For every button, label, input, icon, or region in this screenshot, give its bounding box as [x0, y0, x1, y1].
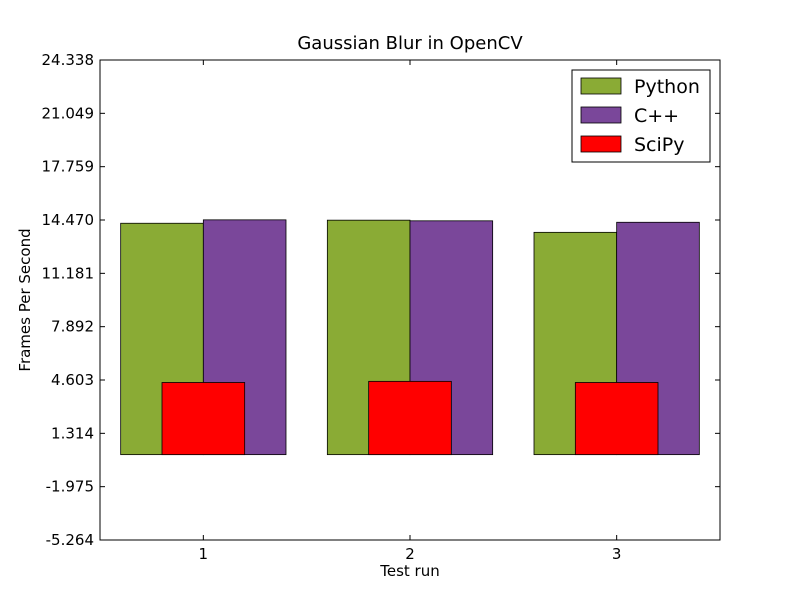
legend-swatch-c — [580, 106, 622, 124]
y-tick-label: -5.264 — [46, 531, 94, 549]
plot-area: 24.338 21.049 17.759 14.470 11.181 7.892 4.603… — [42, 51, 721, 563]
y-tick-label: 24.338 — [42, 51, 95, 69]
legend-label-scipy: SciPy — [634, 134, 685, 156]
y-tick-label: -1.975 — [46, 478, 94, 496]
x-tick-label: 1 — [199, 545, 209, 563]
bar-scipy-2 — [368, 380, 452, 456]
y-tick-label: 21.049 — [42, 104, 95, 122]
legend-label-c: C++ — [634, 105, 679, 127]
y-tick-label: 4.603 — [51, 371, 94, 389]
y-tick-label: 11.181 — [42, 264, 95, 282]
x-tick-label: 3 — [612, 545, 622, 563]
y-axis-label: Frames Per Second — [16, 228, 34, 371]
legend-swatch-scipy — [580, 135, 622, 153]
y-tick-label: 1.314 — [51, 424, 94, 442]
bar-scipy-3 — [574, 382, 659, 456]
y-tick-label: 17.759 — [42, 158, 95, 176]
legend-label-python: Python — [634, 76, 700, 98]
legend: Python C++ SciPy — [571, 69, 711, 163]
bar-scipy-1 — [161, 382, 246, 456]
x-tick-label: 2 — [405, 545, 415, 563]
legend-swatch-python — [580, 77, 622, 95]
y-tick-label: 14.470 — [42, 211, 95, 229]
chart-title: Gaussian Blur in OpenCV — [297, 33, 523, 54]
x-axis-label: Test run — [379, 562, 440, 580]
y-tick-label: 7.892 — [51, 318, 94, 336]
